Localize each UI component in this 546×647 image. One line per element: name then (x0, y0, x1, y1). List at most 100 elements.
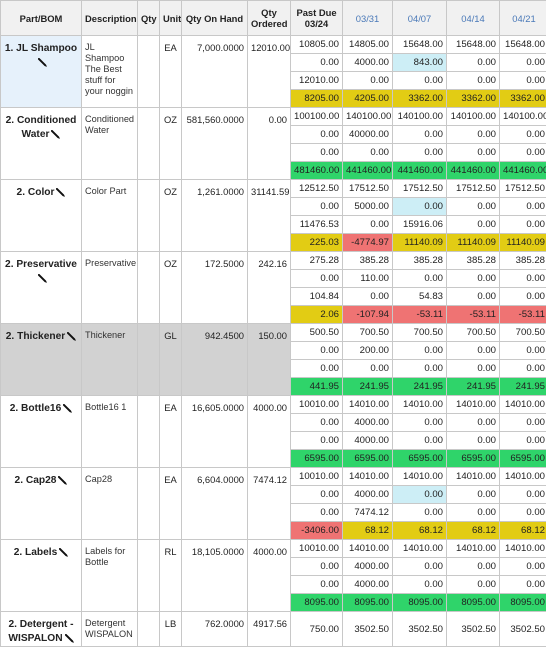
edit-pencil-icon[interactable] (38, 58, 47, 67)
col-date-link[interactable]: 04/14 (447, 1, 500, 36)
period-cell: 4000.00 (343, 576, 393, 594)
past-due-cell: 0.00 (291, 54, 343, 72)
edit-pencil-icon[interactable] (65, 634, 74, 643)
part-name: 2. Conditioned Water (6, 115, 77, 140)
part-qty-on-hand: 942.4500 (182, 324, 248, 396)
period-cell: 0.00 (500, 558, 546, 576)
part-cell[interactable]: 2. Detergent - WISPALON (1, 612, 82, 647)
period-cell: 0.00 (393, 270, 447, 288)
period-cell: 0.00 (500, 288, 546, 306)
edit-pencil-icon[interactable] (58, 476, 67, 485)
period-cell: 0.00 (447, 414, 500, 432)
col-part-bom[interactable]: Part/BOM (1, 1, 82, 36)
part-cell[interactable]: 2. Cap28 (1, 468, 82, 540)
part-qty (138, 180, 160, 252)
period-cell: 0.00 (393, 126, 447, 144)
part-unit: OZ (160, 252, 182, 324)
period-cell: 14010.00 (393, 468, 447, 486)
part-unit: OZ (160, 108, 182, 180)
past-due-cell: 6595.00 (291, 450, 343, 468)
period-cell: 14010.00 (500, 540, 546, 558)
edit-pencil-icon[interactable] (38, 274, 47, 283)
period-cell: 4000.00 (343, 558, 393, 576)
period-cell: 14010.00 (447, 468, 500, 486)
period-cell: 6595.00 (343, 450, 393, 468)
col-date-link[interactable]: 03/31 (343, 1, 393, 36)
period-cell: 14010.00 (500, 396, 546, 414)
part-cell[interactable]: 2. Labels (1, 540, 82, 612)
period-cell[interactable]: 0.00 (393, 198, 447, 216)
part-qty-on-hand: 1,261.0000 (182, 180, 248, 252)
period-cell: 14805.00 (343, 36, 393, 54)
period-cell: 385.28 (393, 252, 447, 270)
edit-pencil-icon[interactable] (67, 332, 76, 341)
past-due-cell: 104.84 (291, 288, 343, 306)
period-cell: 385.28 (500, 252, 546, 270)
period-cell: 68.12 (343, 522, 393, 540)
period-cell: 0.00 (447, 54, 500, 72)
period-cell[interactable]: 843.00 (393, 54, 447, 72)
col-date-link[interactable]: 04/07 (393, 1, 447, 36)
col-date-link[interactable]: 04/21 (500, 1, 546, 36)
edit-pencil-icon[interactable] (56, 188, 65, 197)
period-cell: 0.00 (447, 504, 500, 522)
col-unit[interactable]: Unit (160, 1, 182, 36)
period-cell: 441460.00 (343, 162, 393, 180)
part-cell[interactable]: 2. Preservative (1, 252, 82, 324)
period-cell: 15648.00 (393, 36, 447, 54)
period-cell: 0.00 (393, 144, 447, 162)
col-qty[interactable]: Qty (138, 1, 160, 36)
period-cell: -53.11 (393, 306, 447, 324)
part-unit: EA (160, 36, 182, 108)
part-cell[interactable]: 2. Color (1, 180, 82, 252)
col-past-due[interactable]: Past Due 03/24 (291, 1, 343, 36)
period-cell: 8095.00 (500, 594, 546, 612)
period-cell: 15648.00 (500, 36, 546, 54)
edit-pencil-icon[interactable] (51, 130, 60, 139)
part-unit: EA (160, 468, 182, 540)
period-cell: 15648.00 (447, 36, 500, 54)
period-cell: 14010.00 (447, 396, 500, 414)
part-cell[interactable]: 2. Bottle16 (1, 396, 82, 468)
part-unit: EA (160, 396, 182, 468)
period-cell: 0.00 (500, 414, 546, 432)
period-cell: 140100.00 (500, 108, 546, 126)
period-cell: 0.00 (447, 342, 500, 360)
period-cell: 0.00 (500, 72, 546, 90)
part-cell[interactable]: 2. Thickener (1, 324, 82, 396)
period-cell: 15916.06 (393, 216, 447, 234)
col-qty-ordered[interactable]: Qty Ordered (248, 1, 291, 36)
past-due-cell: 275.28 (291, 252, 343, 270)
edit-pencil-icon[interactable] (59, 548, 68, 557)
col-description[interactable]: Description (82, 1, 138, 36)
period-cell: 14010.00 (447, 540, 500, 558)
period-cell[interactable]: 0.00 (393, 486, 447, 504)
period-cell: 0.00 (343, 72, 393, 90)
period-cell: 0.00 (500, 144, 546, 162)
past-due-cell: 0.00 (291, 144, 343, 162)
period-cell: 11140.09 (447, 234, 500, 252)
period-cell: 4000.00 (343, 54, 393, 72)
past-due-cell: 0.00 (291, 486, 343, 504)
period-cell: 4000.00 (343, 414, 393, 432)
period-cell: 441460.00 (500, 162, 546, 180)
past-due-cell: 0.00 (291, 504, 343, 522)
part-cell[interactable]: 1. JL Shampoo (1, 36, 82, 108)
col-qty-on-hand[interactable]: Qty On Hand (182, 1, 248, 36)
period-cell: 0.00 (343, 360, 393, 378)
edit-pencil-icon[interactable] (63, 404, 72, 413)
past-due-cell: 12010.00 (291, 72, 343, 90)
period-cell: 0.00 (393, 414, 447, 432)
part-cell[interactable]: 2. Conditioned Water (1, 108, 82, 180)
past-due-cell: 10010.00 (291, 396, 343, 414)
part-description: Cap28 (82, 468, 138, 540)
period-cell: 0.00 (393, 432, 447, 450)
part-name: 1. JL Shampoo (5, 43, 77, 54)
period-cell: 0.00 (500, 504, 546, 522)
past-due-cell: -3406.00 (291, 522, 343, 540)
part-qty (138, 324, 160, 396)
past-due-cell: 0.00 (291, 432, 343, 450)
